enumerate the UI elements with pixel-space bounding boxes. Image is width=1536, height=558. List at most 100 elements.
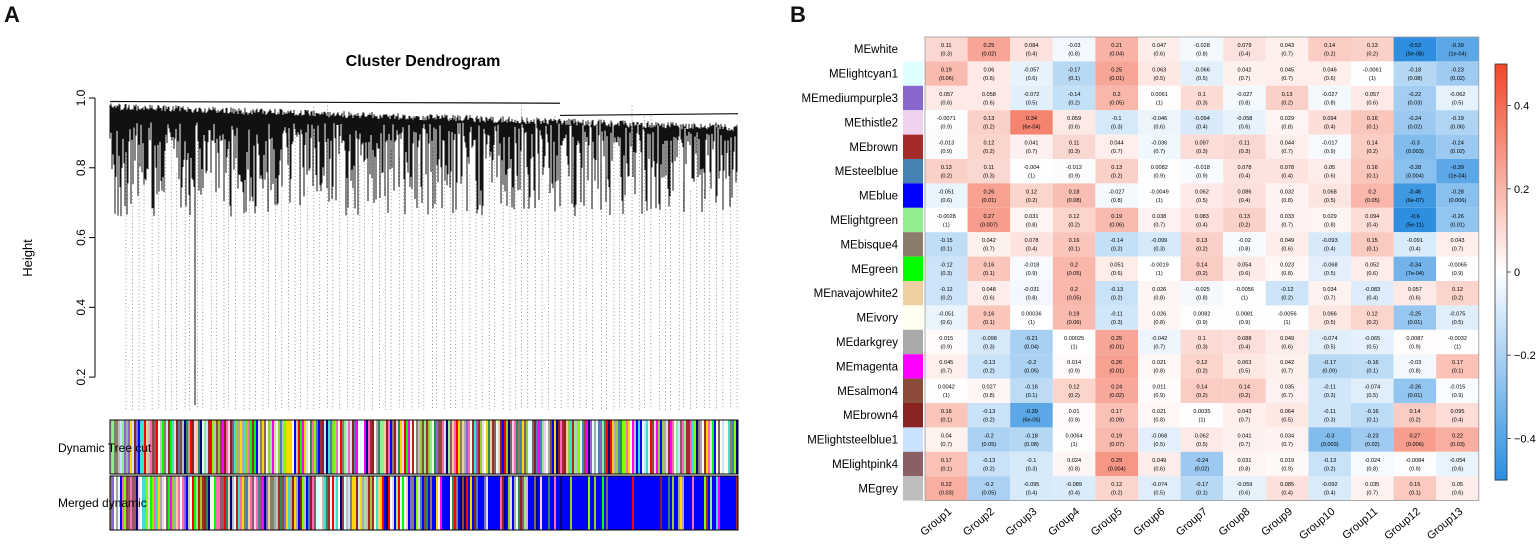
cell-pvalue: (0.2) — [1452, 296, 1464, 302]
dynamic-tree-cut-segment — [646, 420, 648, 474]
cell-correlation: -0.092 — [1322, 482, 1338, 488]
merged-dynamic-segment — [706, 476, 708, 530]
dynamic-tree-cut-segment — [572, 420, 574, 474]
dynamic-tree-cut-segment — [164, 420, 166, 474]
cell-correlation: 0.11 — [1239, 141, 1249, 147]
merged-dynamic-segment — [690, 476, 692, 530]
cell-correlation: 0.14 — [1239, 385, 1250, 391]
merged-dynamic-segment — [436, 476, 438, 530]
legend-tick-label: −0.2 — [1514, 350, 1536, 362]
dynamic-tree-cut-segment — [328, 420, 330, 474]
heatmap-cell — [1393, 37, 1437, 62]
legend-gradient-step — [1495, 226, 1507, 231]
heatmap-cell — [1138, 110, 1181, 135]
legend-gradient-step — [1495, 430, 1507, 435]
heatmap-cell — [1095, 354, 1138, 379]
row-label: MElightcyan1 — [829, 69, 898, 81]
cell-correlation: 0.15 — [1409, 482, 1420, 488]
dynamic-tree-cut-segment — [426, 420, 428, 474]
heatmap-cell — [925, 305, 968, 330]
heatmap-cell — [1052, 85, 1096, 111]
merged-dynamic-segment — [174, 476, 176, 530]
merged-dynamic-segment — [482, 476, 484, 530]
legend-gradient-step — [1495, 475, 1507, 481]
merged-dynamic-segment — [384, 476, 386, 530]
heatmap-cell — [1223, 451, 1266, 477]
heatmap-cell — [1052, 37, 1096, 62]
merged-dynamic-segment — [206, 476, 208, 530]
cell-pvalue: (0.3) — [1196, 149, 1208, 155]
dynamic-tree-cut-segment — [508, 420, 510, 474]
row-label: MEgreen — [851, 264, 898, 276]
dynamic-tree-cut-segment — [632, 420, 634, 474]
merged-dynamic-segment — [474, 476, 476, 530]
heatmap-cell — [1223, 378, 1266, 403]
cell-pvalue: (0.01) — [1109, 369, 1124, 375]
dynamic-tree-cut-segment — [300, 420, 302, 474]
merged-dynamic-segment — [282, 476, 284, 530]
dynamic-tree-cut-segment — [142, 420, 144, 474]
cell-pvalue: (0.1) — [941, 247, 953, 253]
dynamic-tree-cut-segment — [370, 420, 372, 474]
heatmap-cell — [1138, 476, 1181, 501]
heatmap-cell — [1308, 281, 1351, 306]
merged-dynamic-segment — [500, 476, 502, 530]
merged-dynamic-segment — [542, 476, 544, 530]
heatmap-cell — [1010, 354, 1053, 379]
dynamic-tree-cut-segment — [358, 420, 360, 474]
cell-pvalue: (0.2) — [1281, 100, 1293, 106]
cell-pvalue: (0.02) — [1450, 149, 1465, 155]
cell-pvalue: (0.4) — [1324, 247, 1336, 253]
dynamic-tree-cut-segment — [200, 420, 202, 474]
dynamic-tree-cut-segment — [702, 420, 704, 474]
legend-gradient-step — [1495, 434, 1507, 439]
panel-a: A Cluster Dendrogram Height 0.2 0.4 0.6 0.8… — [0, 0, 760, 553]
cell-pvalue: (0.6) — [941, 198, 953, 204]
merged-dynamic-segment — [154, 476, 156, 530]
merged-dynamic-segment — [128, 476, 130, 530]
heatmap-cell — [1436, 110, 1479, 135]
dynamic-tree-cut-segment — [716, 420, 718, 474]
cell-correlation: -0.0061 — [1363, 67, 1382, 73]
merged-dynamic-segment — [268, 476, 270, 530]
dynamic-tree-cut-segment — [720, 420, 722, 474]
dynamic-tree-cut-segment — [162, 420, 164, 474]
merged-dynamic-segment — [316, 476, 318, 530]
cell-correlation: 0.14 — [1324, 43, 1335, 49]
row-label: MEsalmon4 — [837, 386, 898, 398]
cell-pvalue: (0.4) — [1281, 174, 1293, 180]
dynamic-tree-cut-segment — [292, 420, 294, 474]
cell-correlation: -0.099 — [1151, 238, 1167, 244]
heatmap-cell — [1393, 476, 1437, 501]
cell-pvalue: (0.003) — [1406, 149, 1424, 155]
dynamic-tree-cut-segment — [268, 420, 270, 474]
cell-pvalue: (0.7) — [983, 247, 995, 253]
heatmap-cell — [1308, 329, 1351, 355]
cell-correlation: 0.12 — [1367, 311, 1378, 317]
cell-correlation: 0.097 — [1195, 141, 1209, 147]
heatmap-cell — [967, 329, 1011, 355]
merged-dynamic-segment — [588, 476, 590, 530]
merged-dynamic-segment — [310, 476, 312, 530]
merged-dynamic-segment — [668, 476, 670, 530]
heatmap-cell — [1180, 134, 1224, 159]
dynamic-tree-cut-segment — [282, 420, 284, 474]
dynamic-tree-cut-segment — [722, 420, 724, 474]
heatmap-cell — [1351, 281, 1394, 306]
dynamic-tree-cut-segment — [184, 420, 186, 474]
cell-pvalue: (0.1) — [1068, 76, 1080, 82]
merged-dynamic-segment — [362, 476, 364, 530]
heatmap-cell — [1436, 378, 1479, 403]
merged-dynamic-segment — [222, 476, 224, 530]
legend-gradient-step — [1495, 151, 1507, 157]
cell-pvalue: (0.02) — [1408, 125, 1423, 131]
cell-pvalue: (0.8) — [1409, 369, 1421, 375]
module-swatch — [903, 403, 923, 428]
module-swatch — [903, 281, 923, 306]
cell-pvalue: (0.8) — [1196, 52, 1208, 58]
cell-correlation: 0.023 — [1280, 263, 1294, 269]
cell-correlation: -0.062 — [1450, 92, 1466, 98]
cell-pvalue: (0.9) — [1324, 149, 1336, 155]
cell-correlation: -0.075 — [1450, 311, 1466, 317]
cell-correlation: -0.036 — [1151, 141, 1167, 147]
